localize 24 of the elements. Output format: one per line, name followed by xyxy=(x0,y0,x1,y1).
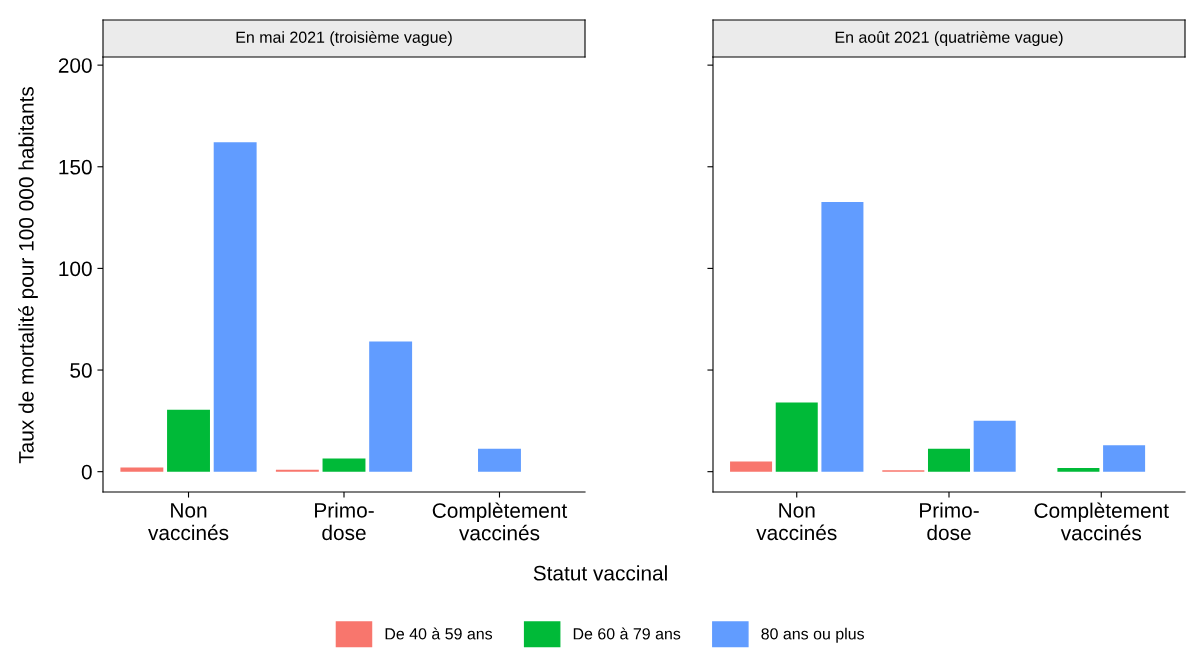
y-axis-title: Taux de mortalité pour 100 000 habitants xyxy=(18,86,38,464)
chart-title: En août 2021 (quatrième vague) xyxy=(835,30,1063,47)
bar xyxy=(322,458,366,472)
y-tick-label: 50 xyxy=(70,363,92,378)
y-tick-label: 200 xyxy=(58,58,92,73)
chart-title: En mai 2021 (troisième vague) xyxy=(236,30,452,47)
x-tick-label: Complètement vaccinés xyxy=(1034,502,1169,541)
x-tick-label: Primo- dose xyxy=(315,502,374,541)
bar xyxy=(167,409,210,472)
x-tick-label: Non vaccinés xyxy=(756,503,837,541)
x-tick-label: Non vaccinés xyxy=(148,503,229,541)
bar xyxy=(275,469,319,472)
legend-label: De 40 à 59 ans xyxy=(385,627,493,640)
legend-label: 80 ans ou plus xyxy=(761,627,865,643)
legend-label: De 60 à 79 ans xyxy=(573,627,681,640)
x-tick-label: Complètement vaccinés xyxy=(432,502,568,541)
bar xyxy=(120,467,164,472)
y-tick-label: 0 xyxy=(81,464,92,480)
y-tick-label: 150 xyxy=(59,159,92,175)
x-axis-title: Statut vaccinal xyxy=(533,565,667,581)
bar xyxy=(213,142,257,472)
bar xyxy=(369,341,413,472)
x-tick-label: Primo- dose xyxy=(920,502,979,541)
y-tick-label: 100 xyxy=(59,261,92,277)
